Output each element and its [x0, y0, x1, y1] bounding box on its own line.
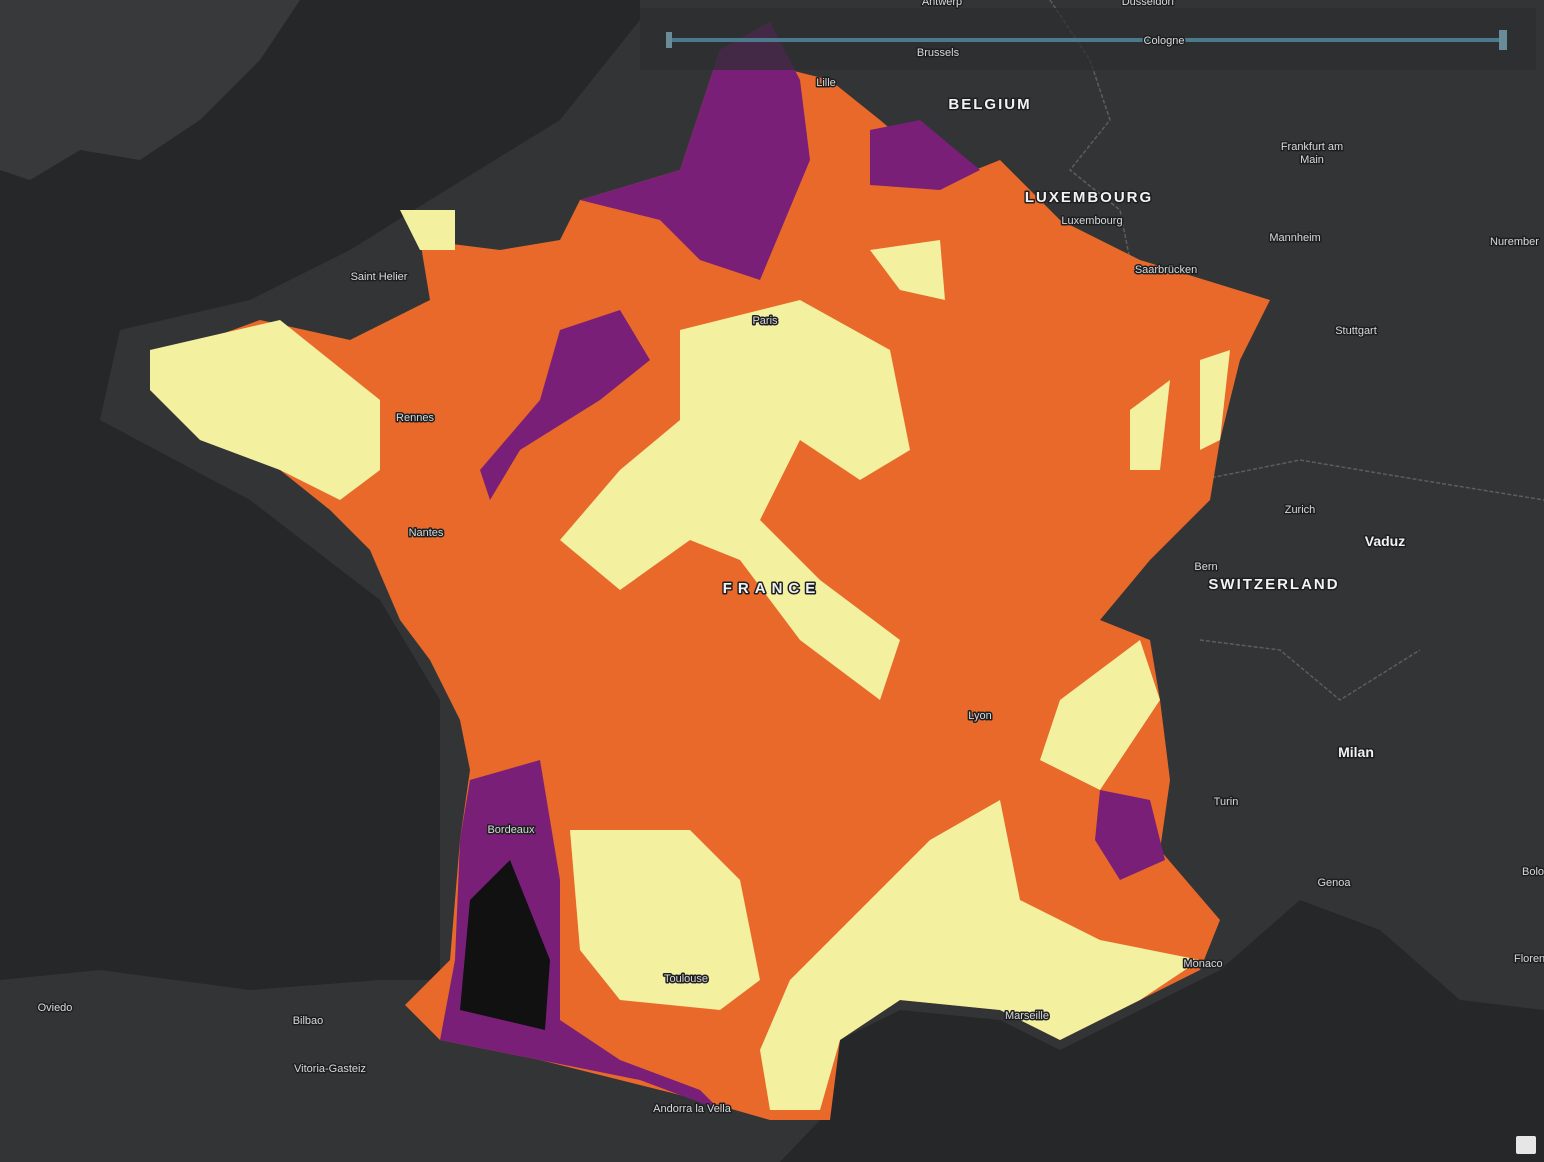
place-label: Floren — [1514, 953, 1544, 965]
place-label: Bilbao — [293, 1015, 324, 1027]
place-label: Stuttgart — [1335, 325, 1377, 337]
place-label: Zurich — [1285, 504, 1316, 516]
uk — [0, 0, 300, 180]
place-label: Rennes — [396, 412, 434, 424]
place-label: Monaco — [1183, 958, 1222, 970]
slider-handle[interactable] — [1499, 30, 1507, 50]
place-label: Bolo — [1522, 866, 1544, 878]
place-label: Dusseldorf — [1122, 0, 1176, 8]
country-label: FRANCE — [723, 580, 822, 597]
place-label: Brussels — [917, 47, 960, 59]
place-label: Lille — [816, 77, 836, 89]
place-label: Nantes — [409, 527, 444, 539]
place-label: Bern — [1194, 561, 1217, 573]
place-label: Milan — [1338, 744, 1374, 760]
place-label: Saint Helier — [351, 271, 408, 283]
place-label: Cologne — [1144, 35, 1185, 47]
mediterranean — [780, 900, 1544, 1162]
place-label: Marseille — [1005, 1010, 1049, 1022]
place-label: Bordeaux — [487, 824, 535, 836]
purple-zones — [440, 22, 1165, 1110]
place-label: Genoa — [1317, 877, 1351, 889]
place-label: Saarbrücken — [1135, 264, 1197, 276]
country-label: SWITZERLAND — [1208, 576, 1339, 593]
attribution-button[interactable] — [1516, 1136, 1536, 1154]
place-label: Turin — [1214, 796, 1239, 808]
place-label: Antwerp — [922, 0, 962, 8]
country-label: LUXEMBOURG — [1025, 189, 1153, 206]
country-label: BELGIUM — [948, 96, 1031, 113]
place-label: Nurember — [1490, 236, 1539, 248]
slider-handle[interactable] — [666, 32, 672, 48]
place-label: Andorra la Vella — [653, 1103, 732, 1115]
yellow-zones — [150, 210, 1230, 1110]
place-label: Oviedo — [38, 1002, 73, 1014]
atlantic — [0, 0, 640, 990]
place-label: Toulouse — [664, 973, 708, 985]
place-label: Mannheim — [1269, 232, 1320, 244]
place-label: Frankfurt am — [1281, 141, 1343, 153]
place-label: Main — [1300, 154, 1324, 166]
place-label: Paris — [752, 315, 778, 327]
place-label: Lyon — [968, 710, 991, 722]
black-zone — [460, 860, 550, 1030]
place-label: Luxembourg — [1061, 215, 1122, 227]
place-label: Vaduz — [1365, 533, 1405, 549]
place-label: Vitoria-Gasteiz — [294, 1063, 366, 1075]
